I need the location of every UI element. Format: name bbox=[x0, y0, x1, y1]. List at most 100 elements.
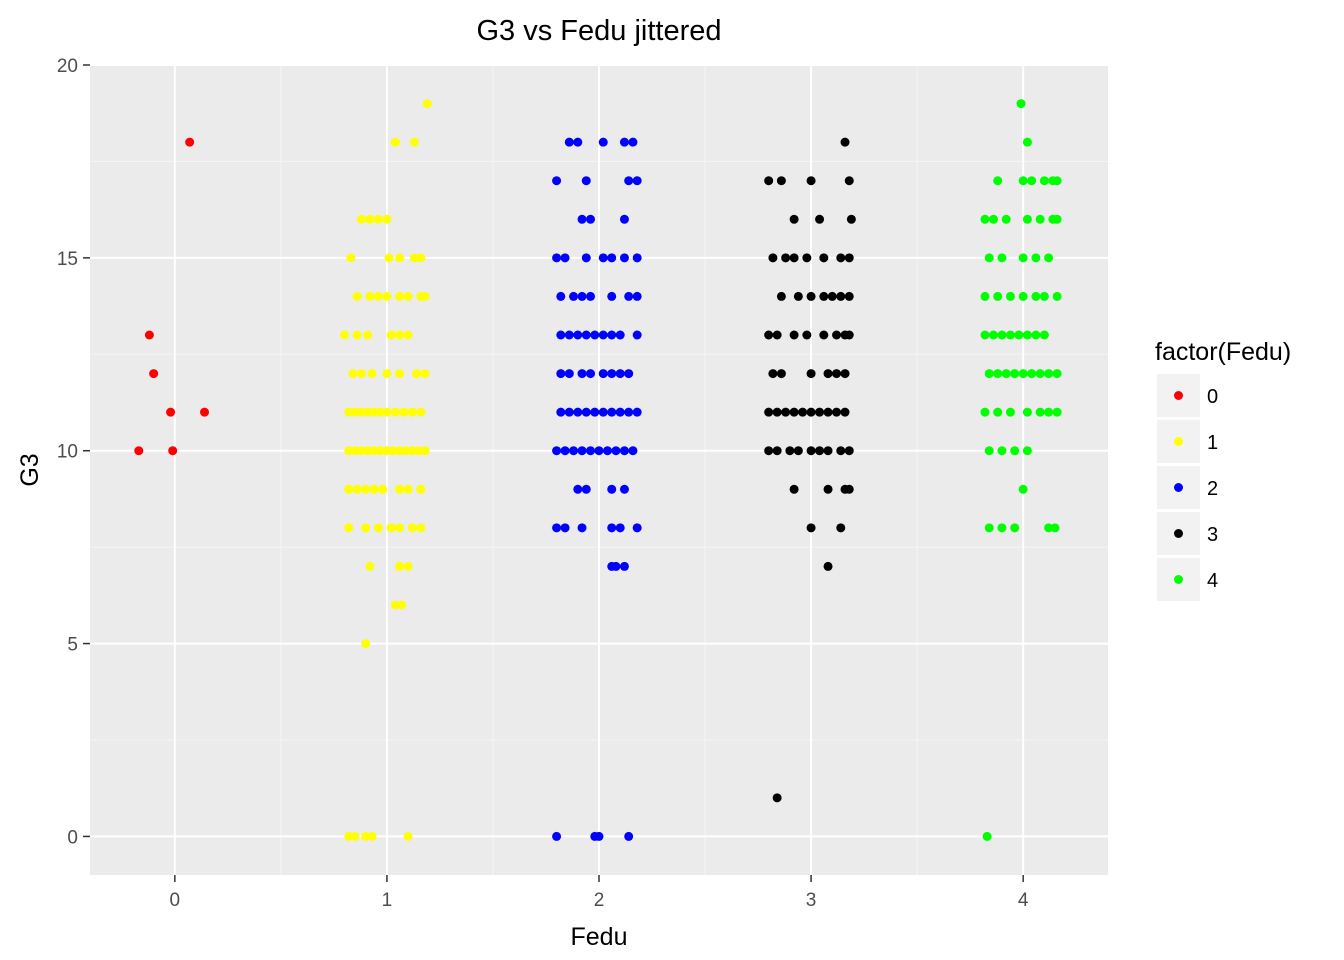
data-point bbox=[806, 291, 816, 301]
data-point bbox=[624, 407, 634, 417]
data-point bbox=[1044, 369, 1054, 379]
data-point bbox=[844, 446, 854, 456]
data-point bbox=[384, 253, 394, 263]
data-point bbox=[840, 137, 850, 147]
legend-swatch bbox=[1174, 529, 1183, 538]
x-tick-label: 0 bbox=[170, 890, 181, 911]
data-point bbox=[586, 369, 596, 379]
data-point bbox=[356, 446, 366, 456]
data-point bbox=[1035, 214, 1045, 224]
data-point bbox=[365, 561, 375, 571]
data-point bbox=[386, 330, 396, 340]
legend-title: factor(Fedu) bbox=[1155, 338, 1291, 366]
data-point bbox=[581, 176, 591, 186]
data-point bbox=[781, 253, 791, 263]
data-point bbox=[382, 291, 392, 301]
data-point bbox=[632, 176, 642, 186]
data-point bbox=[556, 369, 566, 379]
data-point bbox=[569, 446, 579, 456]
data-point bbox=[785, 446, 795, 456]
data-point bbox=[1052, 176, 1062, 186]
data-point bbox=[395, 484, 405, 494]
data-point bbox=[772, 793, 782, 803]
data-point bbox=[1018, 253, 1028, 263]
data-point bbox=[552, 523, 562, 533]
data-point bbox=[993, 407, 1003, 417]
data-point bbox=[586, 214, 596, 224]
x-tick-label: 1 bbox=[382, 890, 393, 911]
x-tick-label: 2 bbox=[594, 890, 605, 911]
data-point bbox=[619, 446, 629, 456]
data-point bbox=[594, 831, 604, 841]
data-point bbox=[414, 446, 424, 456]
data-point bbox=[607, 484, 617, 494]
data-point bbox=[806, 369, 816, 379]
data-point bbox=[815, 446, 825, 456]
data-point bbox=[823, 369, 833, 379]
data-point bbox=[200, 407, 210, 417]
data-point bbox=[1039, 330, 1049, 340]
legend-swatch bbox=[1174, 437, 1183, 446]
data-point bbox=[997, 253, 1007, 263]
data-point bbox=[407, 407, 417, 417]
data-point bbox=[352, 330, 362, 340]
data-point bbox=[1010, 446, 1020, 456]
data-point bbox=[1022, 407, 1032, 417]
data-point bbox=[832, 330, 842, 340]
data-point bbox=[356, 214, 366, 224]
data-point bbox=[564, 137, 574, 147]
data-point bbox=[382, 446, 392, 456]
data-point bbox=[789, 253, 799, 263]
data-point bbox=[993, 176, 1003, 186]
data-point bbox=[581, 484, 591, 494]
data-point bbox=[356, 407, 366, 417]
legend-label: 2 bbox=[1207, 478, 1218, 500]
data-point bbox=[407, 523, 417, 533]
series-1 bbox=[340, 99, 432, 841]
data-point bbox=[560, 523, 570, 533]
data-point bbox=[982, 831, 992, 841]
series-0 bbox=[134, 137, 210, 456]
data-point bbox=[382, 369, 392, 379]
data-point bbox=[988, 330, 998, 340]
data-point bbox=[823, 407, 833, 417]
y-axis: 0 5 10 15 20 bbox=[57, 56, 90, 848]
data-point bbox=[344, 831, 354, 841]
data-point bbox=[420, 446, 430, 456]
data-point bbox=[836, 446, 846, 456]
data-point bbox=[997, 330, 1007, 340]
data-point bbox=[412, 369, 422, 379]
data-point bbox=[552, 831, 562, 841]
data-point bbox=[1052, 407, 1062, 417]
data-point bbox=[378, 484, 388, 494]
data-point bbox=[802, 330, 812, 340]
data-point bbox=[997, 446, 1007, 456]
data-point bbox=[615, 330, 625, 340]
legend-label: 0 bbox=[1207, 386, 1218, 408]
data-point bbox=[403, 484, 413, 494]
data-point bbox=[395, 446, 405, 456]
data-point bbox=[611, 446, 621, 456]
data-point bbox=[369, 484, 379, 494]
data-point bbox=[1010, 523, 1020, 533]
data-point bbox=[397, 600, 407, 610]
data-point bbox=[607, 523, 617, 533]
data-point bbox=[352, 291, 362, 301]
data-point bbox=[619, 253, 629, 263]
data-point bbox=[819, 253, 829, 263]
data-point bbox=[832, 369, 842, 379]
data-point bbox=[793, 291, 803, 301]
data-point bbox=[395, 291, 405, 301]
data-point bbox=[409, 253, 419, 263]
data-point bbox=[632, 523, 642, 533]
data-point bbox=[980, 407, 990, 417]
data-point bbox=[594, 446, 604, 456]
data-point bbox=[395, 561, 405, 571]
data-point bbox=[772, 330, 782, 340]
data-point bbox=[581, 330, 591, 340]
data-point bbox=[984, 523, 994, 533]
data-point bbox=[768, 369, 778, 379]
data-point bbox=[844, 291, 854, 301]
series-4 bbox=[980, 99, 1062, 841]
x-tick-label: 3 bbox=[806, 890, 817, 911]
